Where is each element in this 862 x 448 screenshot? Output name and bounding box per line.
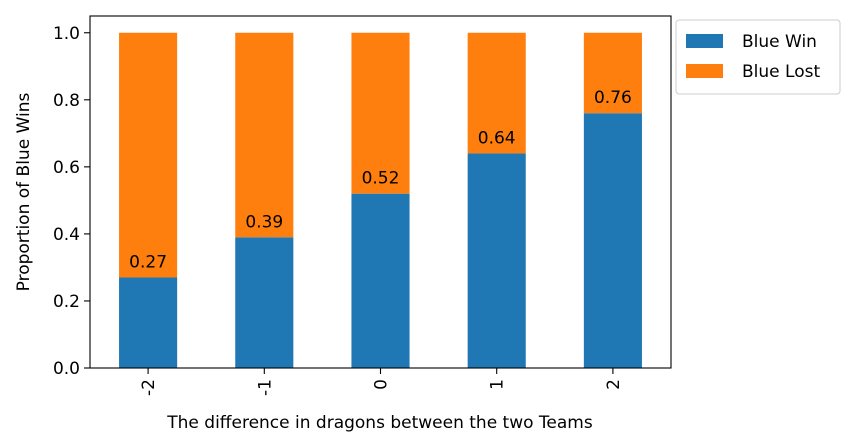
bar-blue-win-2: [351, 193, 410, 368]
bar-blue-win-3: [467, 153, 526, 368]
legend: Blue Win Blue Lost: [675, 19, 841, 95]
y-tick-label: 0.6: [53, 158, 80, 178]
x-axis: -2 -1 0 1 2: [139, 368, 624, 396]
legend-label: Blue Lost: [742, 62, 820, 82]
bar-blue-lost-0: [119, 32, 178, 278]
x-tick-label: 0: [372, 379, 392, 390]
bar-blue-lost-3: [467, 32, 526, 154]
y-axis: 0.0 0.2 0.4 0.6 0.8 1.0: [53, 24, 90, 379]
legend-swatch-blue-lost: [686, 64, 723, 78]
legend-swatch-blue-win: [686, 34, 723, 48]
y-tick-label: 0.4: [53, 225, 80, 245]
x-axis-label: The difference in dragons between the tw…: [166, 413, 593, 433]
y-tick-label: 0.2: [53, 292, 80, 312]
data-label: 0.52: [362, 169, 400, 189]
data-label: 0.27: [129, 252, 167, 272]
y-tick-label: 0.8: [53, 91, 80, 111]
y-axis-label: Proportion of Blue Wins: [14, 93, 34, 292]
y-tick-label: 1.0: [53, 24, 80, 44]
data-label: 0.39: [245, 212, 283, 232]
x-tick-label: 1: [488, 379, 508, 390]
x-tick-label: 2: [604, 379, 624, 390]
y-tick-label: 0.0: [53, 359, 80, 379]
legend-label: Blue Win: [742, 32, 817, 52]
bar-blue-lost-4: [583, 32, 642, 114]
x-tick-label: -2: [139, 379, 159, 396]
bar-blue-win-0: [119, 277, 178, 368]
x-tick-label: -1: [255, 379, 275, 396]
bar-blue-lost-1: [235, 32, 294, 238]
bars-layer: [119, 32, 642, 368]
data-label: 0.76: [594, 88, 632, 108]
bar-blue-win-1: [235, 237, 294, 368]
bar-blue-lost-2: [351, 32, 410, 194]
data-label: 0.64: [478, 128, 516, 148]
bar-blue-win-4: [583, 113, 642, 368]
data-labels-layer: 0.27 0.39 0.52 0.64 0.76: [129, 88, 632, 272]
